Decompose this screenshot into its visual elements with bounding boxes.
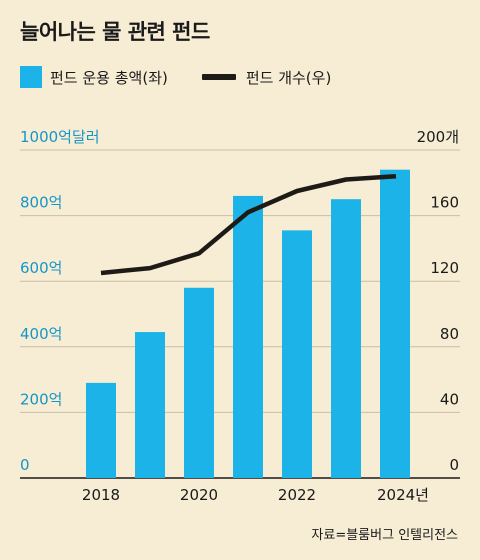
chart-title: 늘어나는 물 관련 펀드 <box>20 20 210 44</box>
left-tick-label: 0 <box>20 456 30 474</box>
bar-2023 <box>331 199 361 478</box>
left-tick-label: 800억 <box>20 194 62 212</box>
legend-bar-label: 펀드 운용 총액(좌) <box>50 68 168 87</box>
left-tick-label: 400억 <box>20 325 62 343</box>
right-tick-label: 120 <box>430 259 459 277</box>
left-tick-label: 1000억달러 <box>20 128 100 146</box>
right-tick-label: 80 <box>440 325 459 343</box>
x-tick-label: 2020 <box>180 486 218 504</box>
right-tick-label: 160 <box>430 194 459 212</box>
legend-line-label: 펀드 개수(우) <box>245 68 332 87</box>
x-tick-label: 2024년 <box>377 486 429 504</box>
bar-2022 <box>282 230 312 478</box>
legend-bar-swatch <box>20 66 42 88</box>
right-tick-label: 0 <box>449 456 459 474</box>
right-tick-label: 40 <box>440 390 459 408</box>
x-tick-label: 2018 <box>82 486 120 504</box>
legend: 펀드 운용 총액(좌) 펀드 개수(우) <box>20 66 331 88</box>
fund-count-line <box>100 173 397 276</box>
bar-2019 <box>135 332 165 478</box>
x-tick-label: 2022 <box>278 486 316 504</box>
bar-2021 <box>233 195 263 479</box>
bar-2018 <box>86 382 116 478</box>
left-tick-label: 200억 <box>20 390 62 408</box>
bar-2024 <box>380 169 410 478</box>
source-note: 자료=블룸버그 인텔리전스 <box>311 528 458 543</box>
right-tick-label: 200개 <box>417 128 459 146</box>
bar-2020 <box>184 287 214 478</box>
legend-line-swatch <box>201 74 236 80</box>
left-tick-label: 600억 <box>20 259 62 277</box>
